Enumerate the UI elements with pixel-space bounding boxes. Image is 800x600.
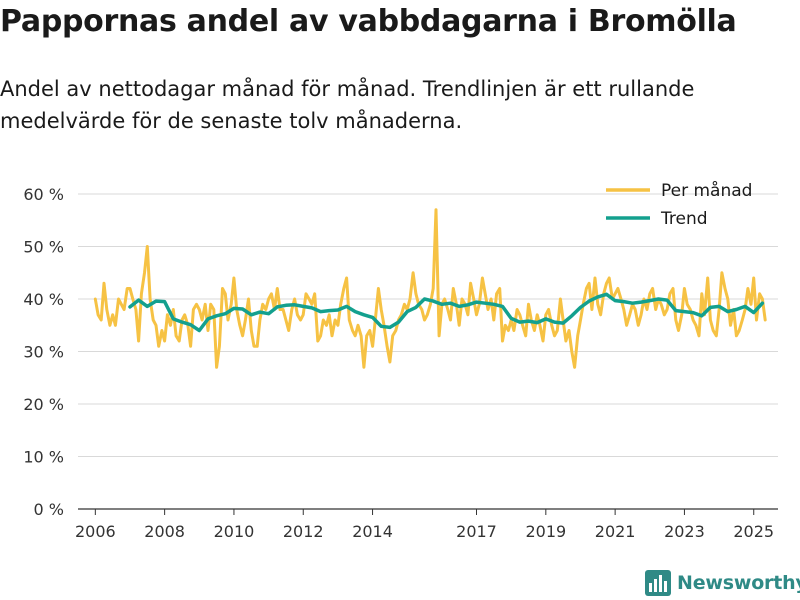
y-tick-label: 40 % (23, 290, 64, 309)
series-line-trend (128, 292, 765, 333)
x-tick-label: 2006 (75, 522, 116, 541)
grid (78, 193, 778, 457)
y-tick-label: 10 % (23, 448, 64, 467)
x-tick-label: 2025 (733, 522, 774, 541)
newsworthy-logo: Newsworthy (645, 568, 800, 598)
y-tick-label: 60 % (23, 185, 64, 204)
legend-label: Trend (660, 209, 708, 229)
chart-subtitle: Andel av nettodagar månad för månad. Tre… (0, 77, 695, 133)
newsworthy-logo-icon (645, 570, 671, 596)
legend: Per månad Trend (606, 180, 752, 229)
legend-label: Per månad (661, 180, 752, 201)
logo-wordmark: Newsworthy (677, 572, 800, 594)
chart-title: Pappornas andel av vabbdagarna i Bromöll… (0, 4, 737, 39)
x-tick-label: 2023 (664, 522, 705, 541)
axes: 0 % 10 % 20 % 30 % 40 % 50 % 60 % 2006 2008 2010 2… (23, 185, 778, 541)
x-tick-label: 2012 (283, 522, 324, 541)
x-tick-label: 2010 (214, 522, 255, 541)
y-tick-label: 30 % (23, 343, 64, 362)
y-tick-label: 0 % (34, 500, 64, 519)
series-line-per-manad (93, 208, 767, 369)
x-tick-label: 2014 (352, 522, 393, 541)
y-tick-label: 50 % (23, 238, 64, 257)
x-tick-label: 2021 (595, 522, 636, 541)
x-tick-label: 2019 (525, 522, 566, 541)
y-tick-label: 20 % (23, 395, 64, 414)
x-tick-label: 2017 (456, 522, 497, 541)
series (93, 208, 767, 369)
x-tick-label: 2008 (144, 522, 185, 541)
